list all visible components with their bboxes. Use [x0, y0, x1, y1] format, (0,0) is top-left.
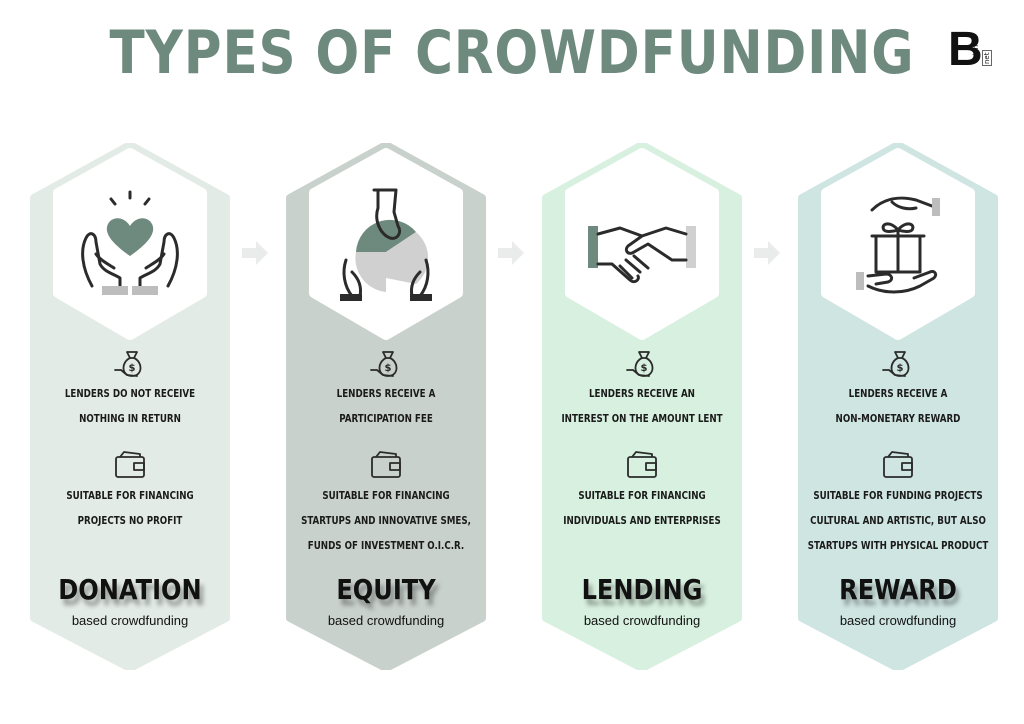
text-line: LENDERS DO NOT RECEIVE — [64, 387, 196, 400]
suitability-text: SUITABLE FOR FUNDING PROJECTS CULTURAL AN… — [792, 483, 1003, 558]
card-title: EQUITY — [336, 573, 436, 606]
arrow-right-icon — [242, 241, 268, 265]
money-bag-icon: $ — [542, 348, 742, 384]
crowdfunding-card-equity: $ LENDERS RECEIVE A PARTICIPATION FEE SUI… — [286, 143, 486, 670]
text-line: FUNDS OF INVESTMENT O.I.C.R. — [307, 539, 465, 552]
card-title: LENDING — [581, 573, 703, 606]
money-bag-icon: $ — [882, 351, 910, 377]
wallet-icon — [798, 449, 998, 485]
hands-heart-icon — [81, 190, 179, 295]
wallet-icon — [30, 449, 230, 485]
crowdfunding-card-reward: $ LENDERS RECEIVE A NON-MONETARY REWARD S… — [798, 143, 998, 670]
money-bag-icon: $ — [798, 348, 998, 384]
text-line: PARTICIPATION FEE — [339, 412, 433, 425]
svg-text:$: $ — [129, 363, 136, 374]
wallet-icon — [115, 451, 145, 478]
card-subtitle: based crowdfunding — [71, 613, 189, 628]
wallet-icon — [883, 451, 913, 478]
text-line: SUITABLE FOR FINANCING — [66, 489, 194, 502]
return-text: LENDERS RECEIVE AN INTEREST ON THE AMOUNT… — [536, 381, 747, 431]
text-line: STARTUPS AND INNOVATIVE SMES, — [301, 514, 471, 527]
text-line: CULTURAL AND ARTISTIC, BUT ALSO — [810, 514, 986, 527]
wallet-icon — [286, 449, 486, 485]
logo-sub-badge: net — [982, 50, 992, 66]
page-title: TYPES OF CROWDFUNDING — [109, 18, 915, 88]
return-text: LENDERS RECEIVE A NON-MONETARY REWARD — [792, 381, 1003, 431]
hands-gift-icon — [856, 196, 940, 294]
money-bag-icon: $ — [370, 351, 398, 377]
suitability-text: SUITABLE FOR FINANCING INDIVIDUALS AND EN… — [536, 483, 747, 533]
card-subtitle: based crowdfunding — [327, 613, 445, 628]
card-title: DONATION — [58, 573, 202, 606]
money-bag-icon: $ — [286, 348, 486, 384]
money-bag-icon: $ — [626, 351, 654, 377]
logo-sub: plan — [972, 44, 980, 60]
arrow-right-icon — [498, 241, 524, 265]
money-bag-icon: $ — [30, 348, 230, 384]
return-text: LENDERS DO NOT RECEIVE NOTHING IN RETURN — [24, 381, 235, 431]
text-line: PROJECTS NO PROFIT — [77, 514, 183, 527]
text-line: LENDERS RECEIVE A — [848, 387, 948, 400]
suitability-text: SUITABLE FOR FINANCING STARTUPS AND INNOV… — [280, 483, 491, 558]
suitability-text: SUITABLE FOR FINANCING PROJECTS NO PROFIT — [24, 483, 235, 533]
text-line: INTEREST ON THE AMOUNT LENT — [561, 412, 723, 425]
hands-pie-share-icon — [340, 188, 432, 301]
text-line: LENDERS RECEIVE AN — [589, 387, 695, 400]
text-line: NOTHING IN RETURN — [79, 412, 181, 425]
text-line: SUITABLE FOR FINANCING — [322, 489, 450, 502]
brand-logo: B plan net — [948, 23, 1008, 84]
card-background — [542, 143, 742, 670]
text-line: SUITABLE FOR FUNDING PROJECTS — [813, 489, 983, 502]
wallet-icon — [371, 451, 401, 478]
svg-text:$: $ — [641, 363, 648, 374]
wallet-icon — [542, 449, 742, 485]
money-bag-icon: $ — [114, 351, 142, 377]
text-line: NON-MONETARY REWARD — [835, 412, 961, 425]
card-background — [30, 143, 230, 670]
text-line: INDIVIDUALS AND ENTERPRISES — [563, 514, 721, 527]
text-line: LENDERS RECEIVE A — [336, 387, 436, 400]
crowdfunding-card-lending: $ LENDERS RECEIVE AN INTEREST ON THE AMOU… — [542, 143, 742, 670]
return-text: LENDERS RECEIVE A PARTICIPATION FEE — [280, 381, 491, 431]
text-line: SUITABLE FOR FINANCING — [578, 489, 706, 502]
svg-text:$: $ — [897, 363, 904, 374]
svg-text:$: $ — [385, 363, 392, 374]
arrow-right-icon — [754, 241, 780, 265]
card-subtitle: based crowdfunding — [583, 613, 701, 628]
crowdfunding-card-donation: $ LENDERS DO NOT RECEIVE NOTHING IN RETUR… — [30, 143, 230, 670]
card-title: REWARD — [839, 573, 957, 606]
text-line: STARTUPS WITH PHYSICAL PRODUCT — [807, 539, 989, 552]
handshake-icon — [588, 226, 696, 284]
wallet-icon — [627, 451, 657, 478]
card-background — [286, 143, 486, 670]
card-subtitle: based crowdfunding — [839, 613, 957, 628]
logo-letter: B — [948, 23, 983, 76]
